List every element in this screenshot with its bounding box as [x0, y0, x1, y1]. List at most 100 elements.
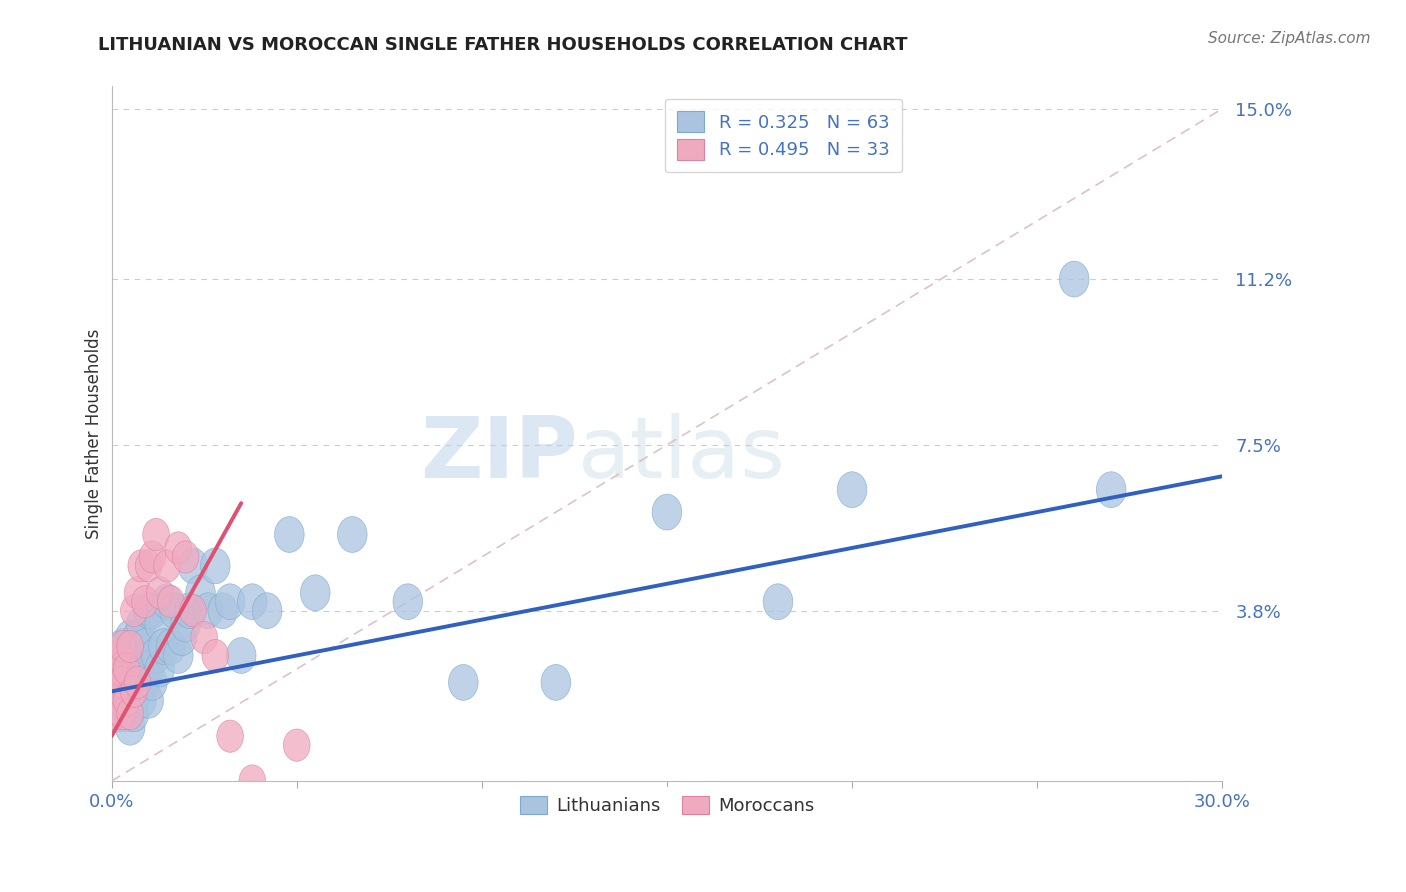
Ellipse shape	[193, 593, 222, 629]
Ellipse shape	[149, 629, 179, 665]
Ellipse shape	[122, 673, 152, 709]
Ellipse shape	[174, 593, 204, 629]
Ellipse shape	[1097, 472, 1126, 508]
Ellipse shape	[152, 583, 181, 620]
Ellipse shape	[105, 653, 132, 685]
Text: atlas: atlas	[578, 413, 786, 496]
Ellipse shape	[139, 541, 166, 573]
Ellipse shape	[111, 665, 141, 700]
Ellipse shape	[301, 574, 330, 611]
Ellipse shape	[104, 651, 134, 687]
Ellipse shape	[134, 593, 163, 629]
Ellipse shape	[105, 640, 132, 672]
Ellipse shape	[103, 653, 129, 685]
Ellipse shape	[122, 620, 152, 656]
Ellipse shape	[112, 684, 139, 716]
Ellipse shape	[108, 673, 138, 709]
Text: Source: ZipAtlas.com: Source: ZipAtlas.com	[1208, 31, 1371, 46]
Ellipse shape	[145, 607, 174, 642]
Ellipse shape	[837, 472, 868, 508]
Ellipse shape	[138, 593, 167, 629]
Ellipse shape	[121, 675, 148, 707]
Ellipse shape	[124, 576, 150, 609]
Ellipse shape	[143, 518, 169, 550]
Ellipse shape	[117, 698, 143, 730]
Ellipse shape	[115, 709, 145, 745]
Ellipse shape	[110, 698, 136, 730]
Ellipse shape	[100, 665, 131, 700]
Legend: Lithuanians, Moroccans: Lithuanians, Moroccans	[510, 787, 824, 824]
Ellipse shape	[202, 640, 229, 672]
Ellipse shape	[131, 629, 160, 665]
Ellipse shape	[226, 638, 256, 673]
Ellipse shape	[156, 629, 186, 665]
Ellipse shape	[449, 665, 478, 700]
Text: LITHUANIAN VS MOROCCAN SINGLE FATHER HOUSEHOLDS CORRELATION CHART: LITHUANIAN VS MOROCCAN SINGLE FATHER HOU…	[98, 36, 908, 54]
Ellipse shape	[108, 629, 138, 665]
Ellipse shape	[179, 548, 208, 583]
Ellipse shape	[394, 583, 423, 620]
Ellipse shape	[163, 638, 193, 673]
Ellipse shape	[111, 696, 141, 731]
Ellipse shape	[153, 549, 180, 582]
Ellipse shape	[132, 586, 159, 618]
Ellipse shape	[274, 516, 304, 552]
Ellipse shape	[127, 651, 156, 687]
Ellipse shape	[100, 682, 131, 718]
Ellipse shape	[124, 666, 150, 698]
Ellipse shape	[112, 653, 139, 685]
Ellipse shape	[652, 494, 682, 530]
Ellipse shape	[115, 682, 145, 718]
Ellipse shape	[103, 698, 129, 730]
Ellipse shape	[115, 620, 145, 656]
Ellipse shape	[167, 620, 197, 656]
Ellipse shape	[108, 682, 138, 718]
Ellipse shape	[110, 631, 136, 663]
Ellipse shape	[108, 651, 138, 687]
Ellipse shape	[157, 586, 184, 618]
Ellipse shape	[120, 651, 149, 687]
Ellipse shape	[1059, 261, 1090, 297]
Ellipse shape	[173, 541, 200, 573]
Ellipse shape	[105, 684, 132, 716]
Ellipse shape	[104, 696, 134, 731]
Ellipse shape	[127, 607, 156, 642]
Ellipse shape	[763, 583, 793, 620]
Ellipse shape	[165, 532, 191, 564]
Ellipse shape	[135, 549, 162, 582]
Ellipse shape	[541, 665, 571, 700]
Ellipse shape	[121, 595, 148, 627]
Ellipse shape	[238, 583, 267, 620]
Ellipse shape	[172, 607, 201, 642]
Ellipse shape	[160, 593, 190, 629]
Ellipse shape	[138, 665, 167, 700]
Ellipse shape	[131, 665, 160, 700]
Ellipse shape	[103, 675, 129, 707]
Ellipse shape	[104, 682, 134, 718]
Ellipse shape	[115, 651, 145, 687]
Ellipse shape	[201, 548, 231, 583]
Ellipse shape	[146, 576, 173, 609]
Ellipse shape	[120, 696, 149, 731]
Ellipse shape	[117, 631, 143, 663]
Ellipse shape	[145, 651, 174, 687]
Ellipse shape	[186, 574, 215, 611]
Ellipse shape	[284, 729, 311, 761]
Ellipse shape	[239, 764, 266, 797]
Text: ZIP: ZIP	[420, 413, 578, 496]
Ellipse shape	[252, 593, 283, 629]
Y-axis label: Single Father Households: Single Father Households	[86, 328, 103, 539]
Ellipse shape	[217, 720, 243, 752]
Ellipse shape	[122, 651, 152, 687]
Ellipse shape	[110, 666, 136, 698]
Ellipse shape	[127, 682, 156, 718]
Ellipse shape	[134, 651, 163, 687]
Ellipse shape	[191, 622, 218, 654]
Ellipse shape	[120, 629, 149, 665]
Ellipse shape	[337, 516, 367, 552]
Ellipse shape	[111, 638, 141, 673]
Ellipse shape	[134, 682, 163, 718]
Ellipse shape	[208, 593, 238, 629]
Ellipse shape	[128, 549, 155, 582]
Ellipse shape	[215, 583, 245, 620]
